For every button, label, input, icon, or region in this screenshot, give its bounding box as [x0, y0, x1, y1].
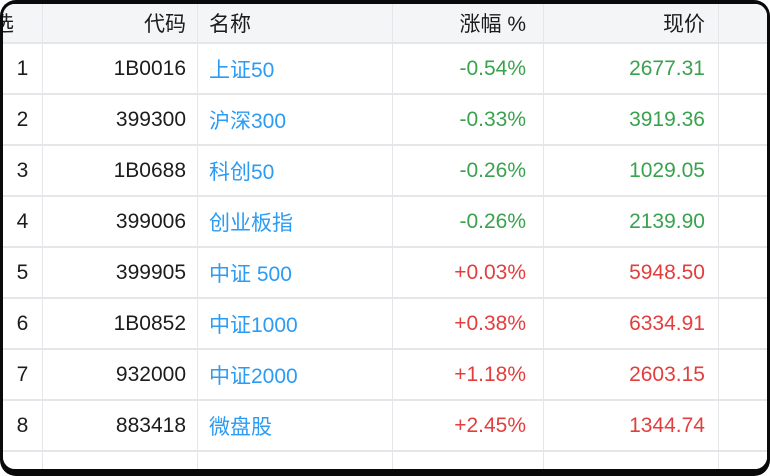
row-extra [719, 197, 767, 246]
row-code: 399905 [43, 248, 198, 297]
row-index: 2 [3, 95, 43, 144]
row-index: 7 [3, 350, 43, 399]
row-name-link[interactable]: 中证 500 [198, 248, 393, 297]
row-change: -0.26% [393, 146, 544, 195]
table-row[interactable]: 4 399006 创业板指 -0.26% 2139.90 [3, 197, 767, 248]
row-index: 3 [3, 146, 43, 195]
header-extra-column [719, 4, 767, 42]
partial-next-row [3, 452, 767, 469]
row-extra [719, 299, 767, 348]
row-code: 883418 [43, 401, 198, 450]
row-change: +0.03% [393, 248, 544, 297]
row-change: -0.26% [393, 197, 544, 246]
row-name-link[interactable]: 沪深300 [198, 95, 393, 144]
row-change: -0.54% [393, 44, 544, 93]
row-code: 399300 [43, 95, 198, 144]
row-name-link[interactable]: 上证50 [198, 44, 393, 93]
header-code-column[interactable]: 代码 [43, 4, 198, 42]
header-name-column[interactable]: 名称 [198, 4, 393, 42]
row-code: 1B0688 [43, 146, 198, 195]
table-row[interactable]: 3 1B0688 科创50 -0.26% 1029.05 [3, 146, 767, 197]
row-price: 1344.74 [544, 401, 719, 450]
row-price: 2139.90 [544, 197, 719, 246]
row-change: +2.45% [393, 401, 544, 450]
table-row[interactable]: 7 932000 中证2000 +1.18% 2603.15 [3, 350, 767, 401]
header-select-column[interactable]: 选 [3, 4, 43, 42]
row-price: 6334.91 [544, 299, 719, 348]
row-change: -0.33% [393, 95, 544, 144]
row-extra [719, 95, 767, 144]
row-code: 1B0852 [43, 299, 198, 348]
row-price: 3919.36 [544, 95, 719, 144]
row-name-link[interactable]: 中证2000 [198, 350, 393, 399]
header-price-column[interactable]: 现价 [544, 4, 719, 42]
row-name-link[interactable]: 创业板指 [198, 197, 393, 246]
row-change: +0.38% [393, 299, 544, 348]
row-price: 2677.31 [544, 44, 719, 93]
row-index: 6 [3, 299, 43, 348]
table-row[interactable]: 6 1B0852 中证1000 +0.38% 6334.91 [3, 299, 767, 350]
row-price: 1029.05 [544, 146, 719, 195]
row-price: 5948.50 [544, 248, 719, 297]
row-extra [719, 248, 767, 297]
row-index: 1 [3, 44, 43, 93]
table-body: 1 1B0016 上证50 -0.54% 2677.31 2 399300 沪深… [3, 44, 767, 452]
row-index: 5 [3, 248, 43, 297]
table-row[interactable]: 5 399905 中证 500 +0.03% 5948.50 [3, 248, 767, 299]
row-index: 4 [3, 197, 43, 246]
row-extra [719, 401, 767, 450]
row-extra [719, 350, 767, 399]
row-code: 399006 [43, 197, 198, 246]
table-row[interactable]: 8 883418 微盘股 +2.45% 1344.74 [3, 401, 767, 452]
row-price: 2603.15 [544, 350, 719, 399]
row-name-link[interactable]: 微盘股 [198, 401, 393, 450]
row-change: +1.18% [393, 350, 544, 399]
row-code: 932000 [43, 350, 198, 399]
row-name-link[interactable]: 中证1000 [198, 299, 393, 348]
row-extra [719, 146, 767, 195]
row-name-link[interactable]: 科创50 [198, 146, 393, 195]
index-quote-table: 选 代码 名称 涨幅 % 现价 1 1B0016 上证50 -0.54% 267… [3, 4, 767, 469]
table-header: 选 代码 名称 涨幅 % 现价 [3, 4, 767, 44]
row-index: 8 [3, 401, 43, 450]
table-row[interactable]: 2 399300 沪深300 -0.33% 3919.36 [3, 95, 767, 146]
table-row[interactable]: 1 1B0016 上证50 -0.54% 2677.31 [3, 44, 767, 95]
row-extra [719, 44, 767, 93]
header-change-column[interactable]: 涨幅 % [393, 4, 544, 42]
row-code: 1B0016 [43, 44, 198, 93]
